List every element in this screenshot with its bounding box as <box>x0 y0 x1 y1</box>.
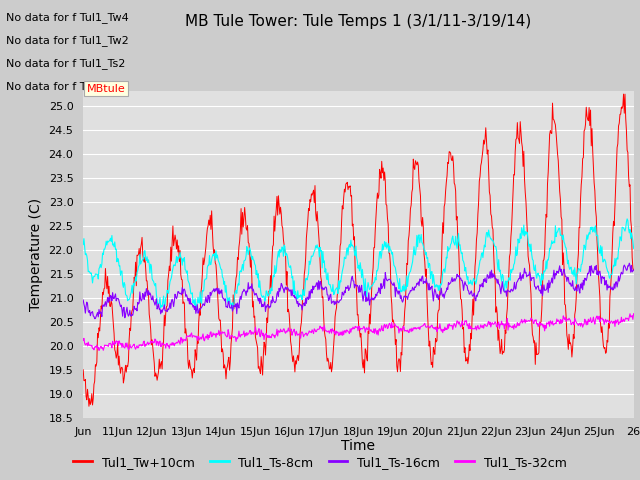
Tul1_Tw+10cm <box>246 250 253 256</box>
Tul1_Tw+10cm <box>294 352 301 358</box>
Line: Tul1_Tw+10cm: Tul1_Tw+10cm <box>83 94 634 406</box>
Tul1_Ts-32cm <box>246 328 253 334</box>
Text: No data for f Tul1_Tw4: No data for f Tul1_Tw4 <box>6 12 129 23</box>
Tul1_Ts-8cm <box>192 307 200 312</box>
Tul1_Tw+10cm <box>620 91 627 97</box>
Tul1_Tw+10cm <box>145 291 152 297</box>
Tul1_Tw+10cm <box>447 150 454 156</box>
Tul1_Tw+10cm <box>630 267 637 273</box>
Text: No data for f Tul1_Tw2: No data for f Tul1_Tw2 <box>6 35 129 46</box>
Tul1_Ts-16cm <box>79 297 87 303</box>
Tul1_Ts-32cm <box>273 326 281 332</box>
Tul1_Ts-8cm <box>416 240 424 246</box>
Tul1_Ts-8cm <box>79 242 87 248</box>
Text: No data for f Tul1_Ts: No data for f Tul1_Ts <box>6 81 118 92</box>
Text: MB Tule Tower: Tule Temps 1 (3/1/11-3/19/14): MB Tule Tower: Tule Temps 1 (3/1/11-3/19… <box>185 14 532 29</box>
Tul1_Tw+10cm <box>85 403 93 409</box>
Tul1_Ts-32cm <box>416 326 424 332</box>
X-axis label: Time: Time <box>341 439 376 453</box>
Tul1_Ts-8cm <box>630 245 637 251</box>
Line: Tul1_Ts-8cm: Tul1_Ts-8cm <box>83 219 634 310</box>
Tul1_Ts-8cm <box>246 245 253 251</box>
Text: No data for f Tul1_Ts2: No data for f Tul1_Ts2 <box>6 58 126 69</box>
Tul1_Ts-8cm <box>294 288 301 294</box>
Tul1_Ts-16cm <box>625 260 633 266</box>
Legend: Tul1_Tw+10cm, Tul1_Ts-8cm, Tul1_Ts-16cm, Tul1_Ts-32cm: Tul1_Tw+10cm, Tul1_Ts-8cm, Tul1_Ts-16cm,… <box>68 451 572 474</box>
Tul1_Ts-8cm <box>623 216 631 222</box>
Tul1_Ts-16cm <box>630 267 637 273</box>
Line: Tul1_Ts-32cm: Tul1_Ts-32cm <box>83 314 634 350</box>
Tul1_Ts-16cm <box>273 291 281 297</box>
Tul1_Ts-8cm <box>447 241 454 247</box>
Tul1_Ts-32cm <box>95 348 103 353</box>
Tul1_Ts-32cm <box>145 342 152 348</box>
Tul1_Ts-16cm <box>294 299 301 304</box>
Tul1_Ts-32cm <box>79 337 87 343</box>
Tul1_Tw+10cm <box>79 367 87 372</box>
Tul1_Ts-16cm <box>246 285 253 291</box>
Tul1_Ts-32cm <box>294 332 301 338</box>
Tul1_Ts-16cm <box>91 316 99 322</box>
Tul1_Ts-16cm <box>447 280 454 286</box>
Tul1_Ts-32cm <box>630 311 637 317</box>
Y-axis label: Temperature (C): Temperature (C) <box>29 198 43 311</box>
Tul1_Ts-16cm <box>416 276 424 282</box>
Tul1_Ts-32cm <box>447 323 454 329</box>
Tul1_Tw+10cm <box>273 193 281 199</box>
Tul1_Tw+10cm <box>416 186 424 192</box>
Tul1_Ts-8cm <box>144 260 152 265</box>
Line: Tul1_Ts-16cm: Tul1_Ts-16cm <box>83 263 634 319</box>
Text: MBtule: MBtule <box>86 84 125 94</box>
Tul1_Ts-16cm <box>145 288 152 294</box>
Tul1_Ts-8cm <box>273 259 281 264</box>
